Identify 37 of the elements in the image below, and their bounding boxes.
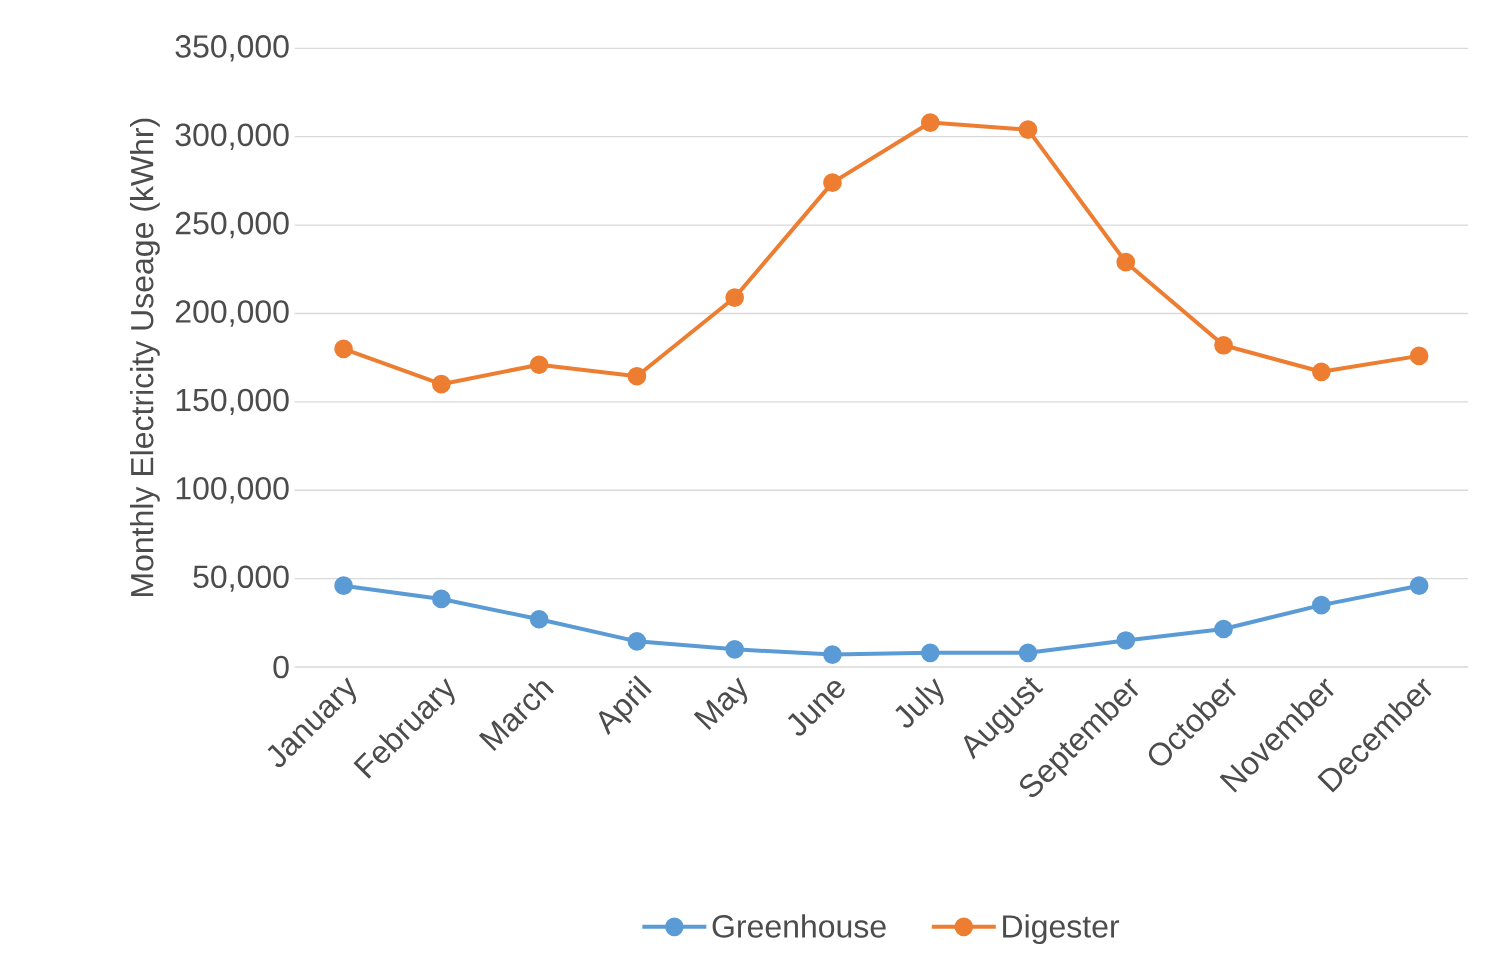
y-axis-title: Monthly Electricity Useage (kWhr) <box>129 118 160 596</box>
point <box>1018 643 1038 663</box>
point <box>432 374 451 394</box>
point <box>334 339 353 359</box>
y-tick-label: 200,000 <box>175 300 289 327</box>
point <box>725 639 745 659</box>
y-tick-label: 350,000 <box>175 35 289 62</box>
x-tick-label: July <box>895 678 944 728</box>
point <box>1214 619 1233 639</box>
y-tick-label: 100,000 <box>176 477 289 504</box>
point <box>432 589 451 609</box>
point <box>823 173 842 192</box>
legend-label: Digester <box>1003 914 1120 945</box>
point <box>1312 595 1331 615</box>
point <box>1214 335 1233 355</box>
y-tick-label: 150,000 <box>176 388 289 416</box>
point <box>823 645 842 664</box>
point <box>1312 362 1331 382</box>
y-tick-label: 250,000 <box>175 211 289 239</box>
point <box>529 355 549 375</box>
point <box>627 366 647 386</box>
point <box>529 609 549 629</box>
point <box>1409 346 1429 366</box>
x-tick-label: May <box>693 677 748 731</box>
point <box>920 113 940 132</box>
point <box>920 643 940 663</box>
y-tick-label: 300,000 <box>175 123 289 150</box>
point <box>334 576 353 596</box>
y-tick-label: 0 <box>273 655 289 679</box>
point <box>1018 120 1038 139</box>
legend-label: Greenhouse <box>712 914 886 938</box>
point <box>627 632 647 651</box>
point <box>1116 631 1136 650</box>
point <box>1409 576 1429 596</box>
point <box>725 288 745 307</box>
point <box>1116 252 1136 272</box>
y-tick-label: 50,000 <box>193 565 289 592</box>
